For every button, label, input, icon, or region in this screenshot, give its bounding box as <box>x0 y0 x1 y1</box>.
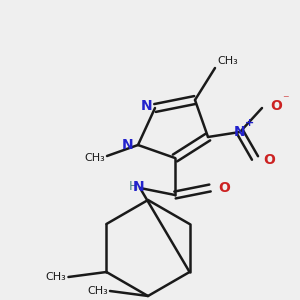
Text: O: O <box>270 99 282 113</box>
Text: O: O <box>218 181 230 195</box>
Text: +: + <box>244 118 253 128</box>
Text: CH₃: CH₃ <box>84 153 105 163</box>
Text: CH₃: CH₃ <box>217 56 238 66</box>
Text: CH₃: CH₃ <box>87 286 108 296</box>
Text: N: N <box>132 180 144 194</box>
Text: CH₃: CH₃ <box>46 272 66 282</box>
Text: O: O <box>263 153 275 167</box>
Text: N: N <box>234 125 246 139</box>
Text: ⁻: ⁻ <box>282 94 289 106</box>
Text: N: N <box>140 99 152 113</box>
Text: N: N <box>122 138 133 152</box>
Text: H: H <box>129 181 138 194</box>
